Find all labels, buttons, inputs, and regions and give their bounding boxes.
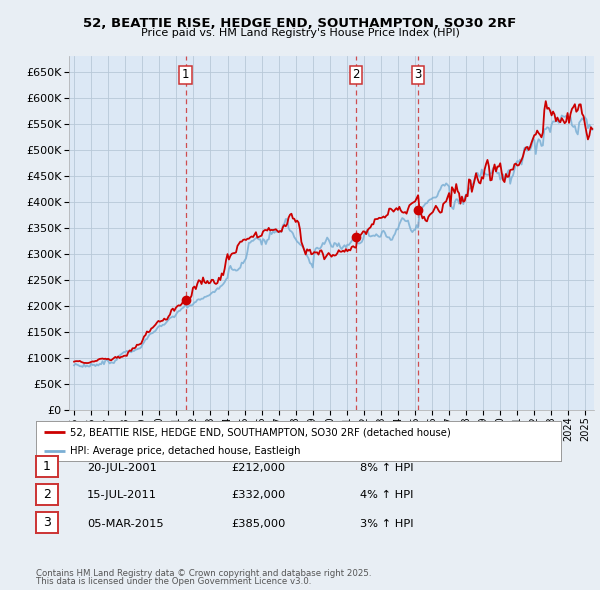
Text: HPI: Average price, detached house, Eastleigh: HPI: Average price, detached house, East… <box>70 445 301 455</box>
Text: 2: 2 <box>352 68 360 81</box>
Text: 3% ↑ HPI: 3% ↑ HPI <box>360 519 413 529</box>
Text: Price paid vs. HM Land Registry's House Price Index (HPI): Price paid vs. HM Land Registry's House … <box>140 28 460 38</box>
Text: £385,000: £385,000 <box>231 519 286 529</box>
Text: 8% ↑ HPI: 8% ↑ HPI <box>360 463 413 473</box>
Text: £332,000: £332,000 <box>231 490 285 500</box>
Text: £212,000: £212,000 <box>231 463 285 473</box>
Text: 1: 1 <box>43 460 51 473</box>
Text: 3: 3 <box>43 516 51 529</box>
Text: 3: 3 <box>415 68 422 81</box>
Text: This data is licensed under the Open Government Licence v3.0.: This data is licensed under the Open Gov… <box>36 578 311 586</box>
Text: 4% ↑ HPI: 4% ↑ HPI <box>360 490 413 500</box>
Text: 52, BEATTIE RISE, HEDGE END, SOUTHAMPTON, SO30 2RF (detached house): 52, BEATTIE RISE, HEDGE END, SOUTHAMPTON… <box>70 427 451 437</box>
Text: 52, BEATTIE RISE, HEDGE END, SOUTHAMPTON, SO30 2RF: 52, BEATTIE RISE, HEDGE END, SOUTHAMPTON… <box>83 17 517 30</box>
Text: 15-JUL-2011: 15-JUL-2011 <box>87 490 157 500</box>
Text: 2: 2 <box>43 488 51 501</box>
Text: Contains HM Land Registry data © Crown copyright and database right 2025.: Contains HM Land Registry data © Crown c… <box>36 569 371 578</box>
Text: 05-MAR-2015: 05-MAR-2015 <box>87 519 164 529</box>
Text: 20-JUL-2001: 20-JUL-2001 <box>87 463 157 473</box>
Text: 1: 1 <box>182 68 190 81</box>
